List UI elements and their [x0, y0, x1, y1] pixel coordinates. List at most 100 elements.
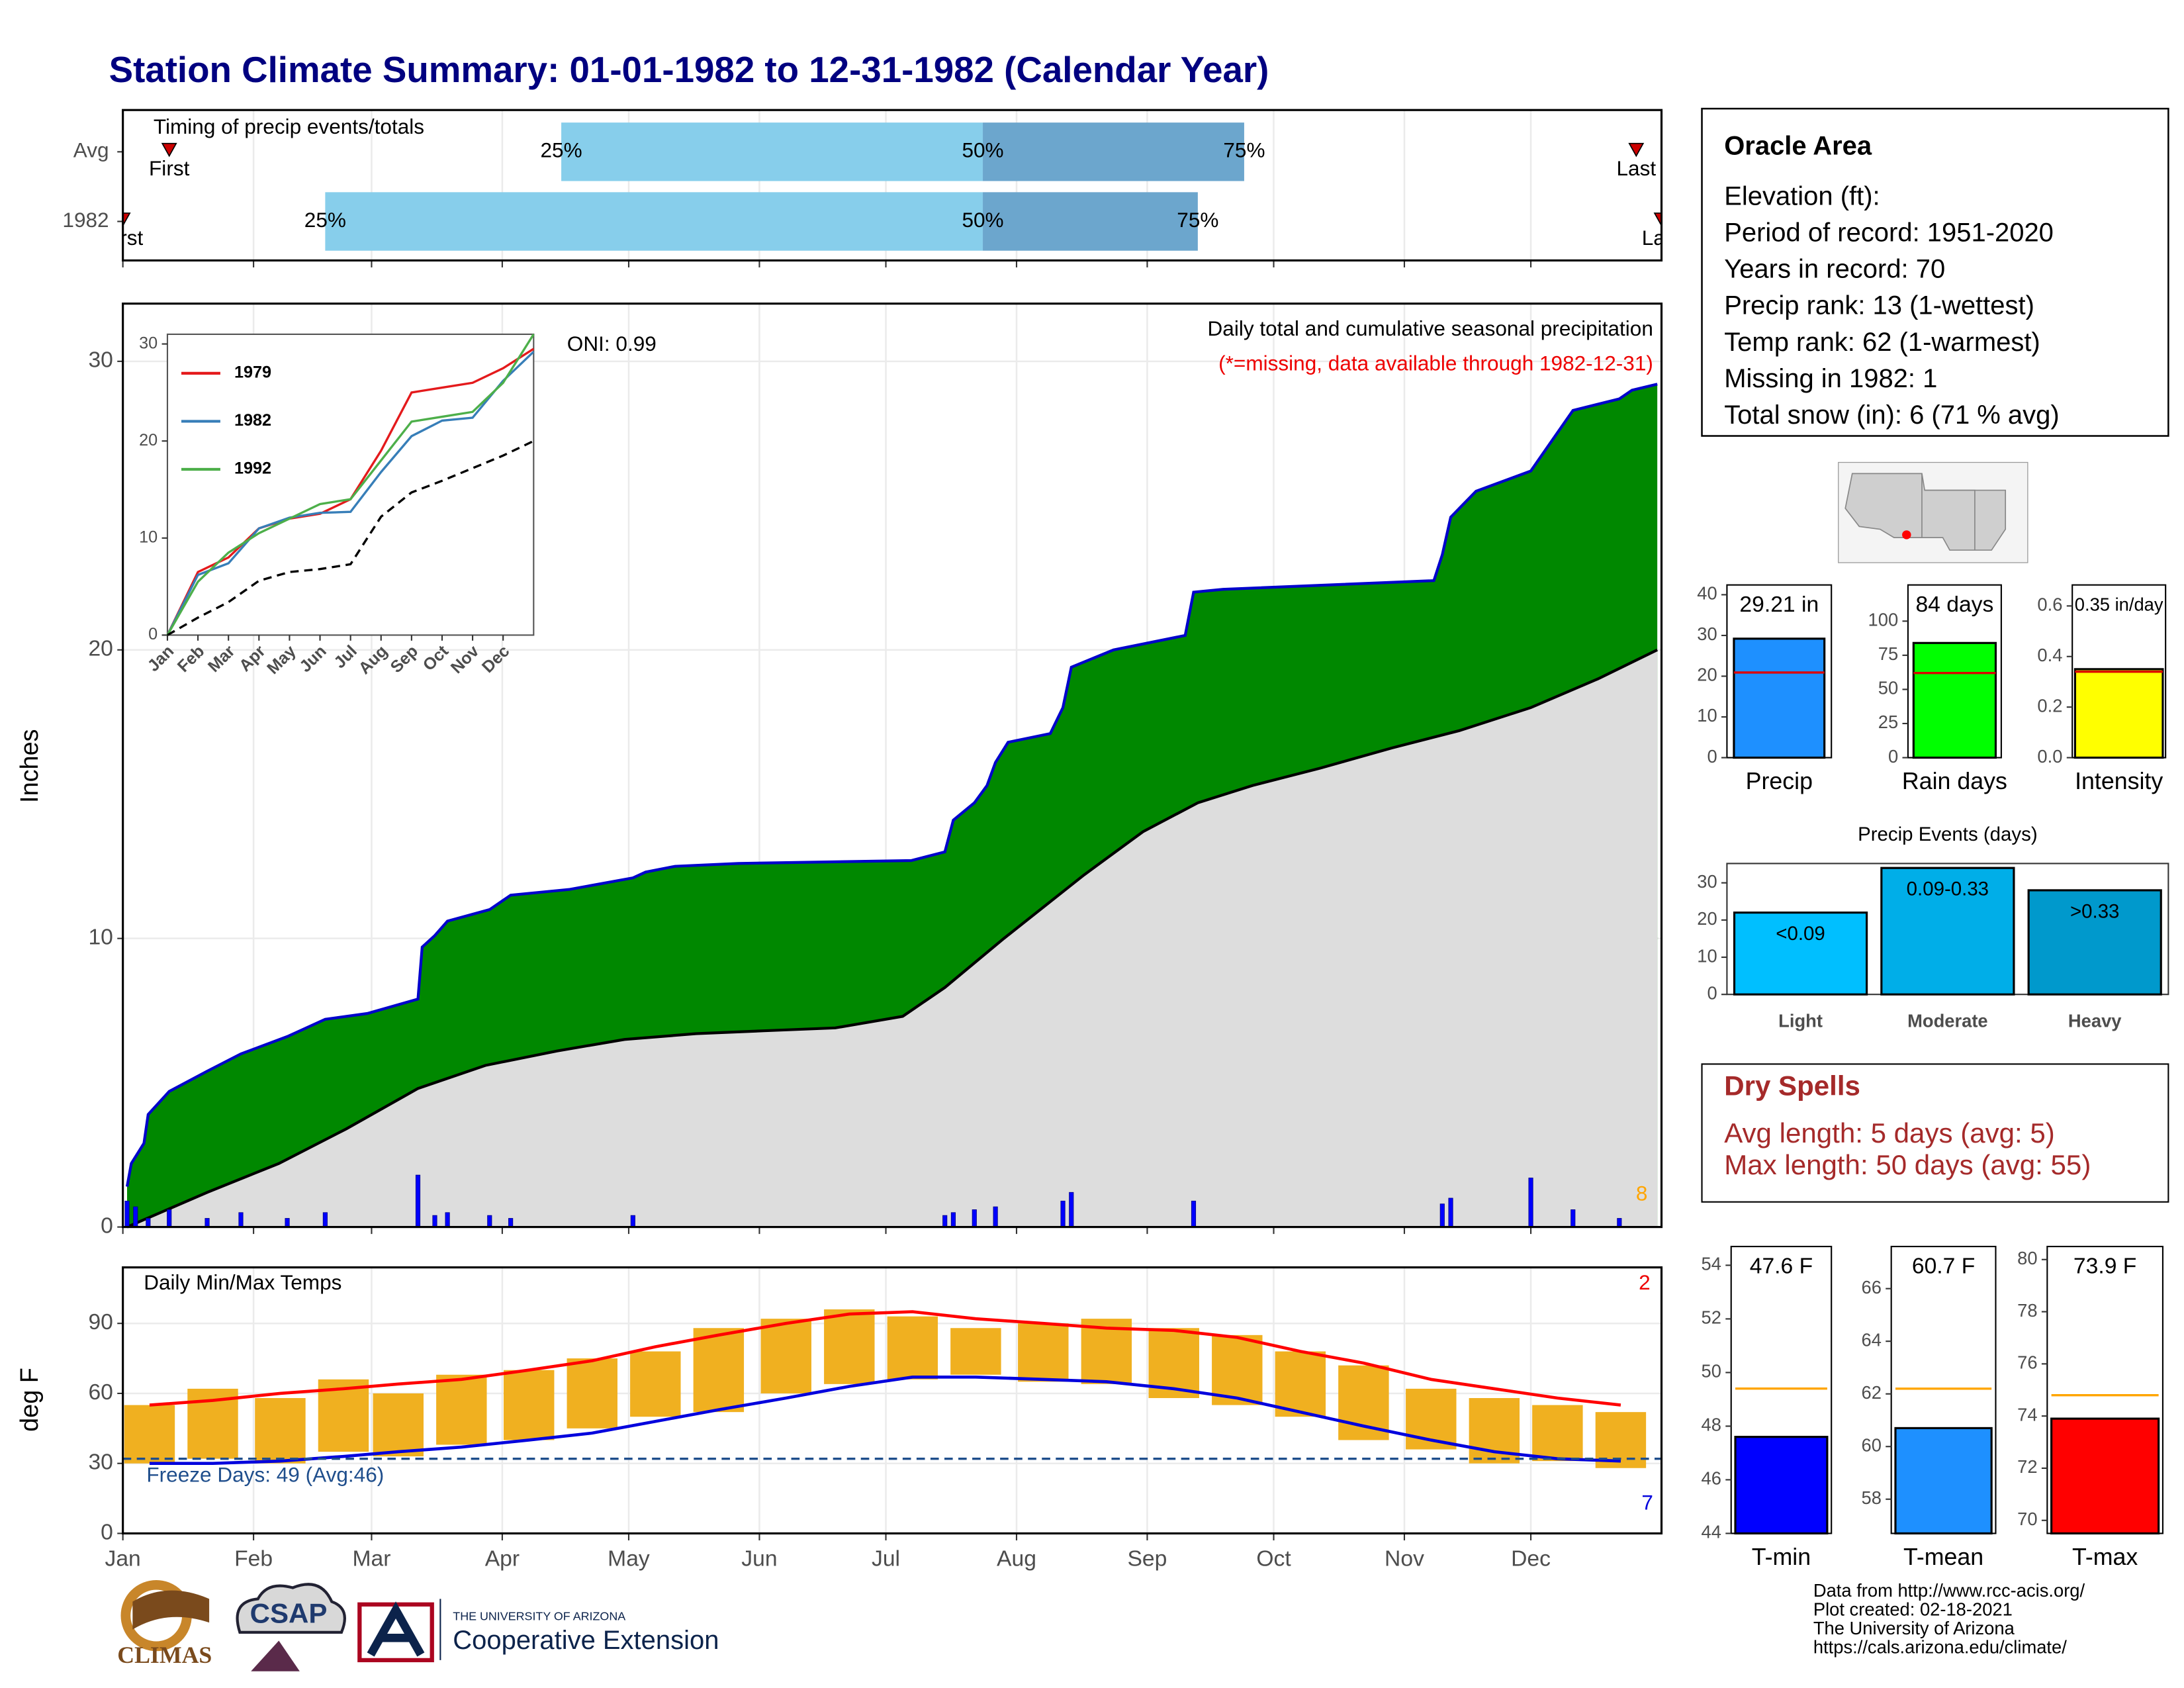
event-label: Last: [1642, 226, 1682, 250]
daily-bar: [1570, 1209, 1576, 1228]
station-name: Oracle Area: [1724, 132, 1872, 161]
category-label: Intensity: [2075, 768, 2163, 794]
daily-bar: [124, 1200, 130, 1228]
category-label: T-min: [1752, 1544, 1811, 1570]
page-title: Station Climate Summary: 01-01-1982 to 1…: [109, 49, 1269, 90]
event-label: First: [149, 156, 190, 180]
x-tick-label: Sep: [1127, 1546, 1167, 1571]
y-tick-label: 64: [1862, 1329, 1882, 1350]
value-label: 73.9 F: [2073, 1254, 2136, 1278]
x-tick-label: Jan: [105, 1546, 141, 1571]
x-tick-label: May: [608, 1546, 650, 1571]
info-box: [1701, 107, 2169, 437]
x-tick-label: Feb: [234, 1546, 273, 1571]
bar-panel: 44 46 48 50 52 54 47.6 F T-min: [1702, 1245, 1833, 1570]
temp-bar: [887, 1316, 938, 1380]
daily-bar: [993, 1206, 998, 1228]
temp-bar: [436, 1374, 487, 1445]
temp-bar: [824, 1309, 875, 1384]
cumulative-line: [125, 383, 1658, 1187]
x-tick-label: Apr: [485, 1546, 520, 1571]
event-marker: [1628, 142, 1645, 158]
y-tick-label: 74: [2017, 1404, 2037, 1425]
logo-csap: CSAP: [250, 1598, 328, 1629]
y-tick-label: 72: [2017, 1456, 2037, 1477]
y-tick-label: 10: [1697, 945, 1717, 966]
event-label: First: [103, 226, 144, 250]
info-line: Elevation (ft):: [1724, 181, 1880, 211]
y-tick-label: 90: [88, 1310, 113, 1335]
y-tick-label: 20: [139, 431, 158, 449]
quartile-bar: [561, 122, 983, 181]
bar-title: Precip Events (days): [1858, 823, 2038, 845]
daily-bar: [445, 1212, 450, 1228]
y-tick-label: 30: [139, 334, 158, 352]
daily-bar: [322, 1212, 328, 1228]
x-tick-label: Nov: [1385, 1546, 1424, 1571]
value-label: >0.33: [2070, 900, 2120, 922]
y-tick-label: 30: [1697, 624, 1717, 644]
y-tick-label: 10: [88, 925, 113, 950]
daily-bar: [1528, 1178, 1533, 1228]
daily-bar: [1060, 1200, 1066, 1228]
inset-line: [166, 334, 535, 636]
legend-label: 1982: [234, 411, 271, 430]
bar-panel: 0 10 20 30 40 29.21 in Precip: [1697, 583, 1833, 794]
y-tick-label: 20: [88, 637, 113, 661]
daily-bar: [1069, 1192, 1074, 1228]
bar: [1894, 1427, 1993, 1535]
y-tick-label: 0.2: [2037, 695, 2062, 716]
inset-line: [167, 440, 535, 636]
temp-bar: [567, 1358, 617, 1429]
freeze-label: Freeze Days: 49 (Avg:46): [146, 1463, 384, 1487]
info-line: Temp rank: 62 (1-warmest): [1724, 328, 2040, 357]
y-tick-label: 30: [88, 1450, 113, 1475]
temp-bar: [1018, 1323, 1069, 1382]
y-tick-label: 30: [88, 348, 113, 373]
y-tick-label: 78: [2017, 1300, 2037, 1321]
legend-label: 1992: [234, 459, 271, 478]
y-tick-label: 0: [1888, 746, 1898, 767]
daily-bar: [205, 1218, 210, 1228]
row-label: Avg: [73, 138, 109, 162]
temps-title: Daily Min/Max Temps: [144, 1270, 341, 1294]
y-tick-label: 30: [1697, 871, 1717, 892]
y-tick-label: 10: [1697, 705, 1717, 726]
daily-bar: [1439, 1203, 1445, 1228]
temp-bar: [373, 1393, 424, 1457]
temp-bar: [124, 1405, 175, 1464]
info-line: Period of record: 1951-2020: [1724, 218, 2054, 247]
y-tick-label: 40: [1697, 583, 1717, 604]
legend-label: 1979: [234, 363, 271, 382]
dry-spell-line: Max length: 50 days (avg: 55): [1724, 1149, 2091, 1180]
event-marker: [161, 142, 177, 158]
y-tick-label: 0: [1707, 746, 1717, 767]
info-line: Years in record: 70: [1724, 255, 1945, 284]
daily-bar: [508, 1218, 514, 1228]
value-label: 0.09-0.33: [1907, 878, 1989, 900]
temp-bar: [1532, 1405, 1583, 1462]
footer-line: Plot created: 02-18-2021: [1813, 1599, 2013, 1619]
y-tick-label: 50: [1702, 1361, 1721, 1382]
frame: [122, 303, 1663, 1229]
row-label: 1982: [62, 208, 109, 232]
daily-bar: [1191, 1200, 1197, 1228]
y-tick-label: 0: [101, 1213, 113, 1238]
hot-count: 2: [1639, 1270, 1651, 1294]
temp-bar: [693, 1328, 745, 1413]
timing-title: Timing of precip events/totals: [154, 115, 424, 138]
daily-bar: [167, 1209, 172, 1228]
daily-bar: [146, 1218, 151, 1228]
y-tick-label: 48: [1702, 1415, 1721, 1435]
y-tick-label: 62: [1862, 1382, 1882, 1403]
inset-line: [166, 351, 535, 636]
daily-bar: [972, 1209, 977, 1228]
x-tick-label: Jul: [872, 1546, 900, 1571]
normal-temp-line: [149, 1375, 1621, 1466]
bar-panel: 58 60 62 64 66 60.7 F T-mean: [1862, 1245, 1997, 1570]
info-line: Precip rank: 13 (1-wettest): [1724, 291, 2034, 320]
y-axis-label: deg F: [16, 1368, 44, 1432]
bar-panel: 0 25 50 75 100 84 days Rain days: [1868, 584, 2007, 794]
event-marker: [122, 212, 131, 227]
